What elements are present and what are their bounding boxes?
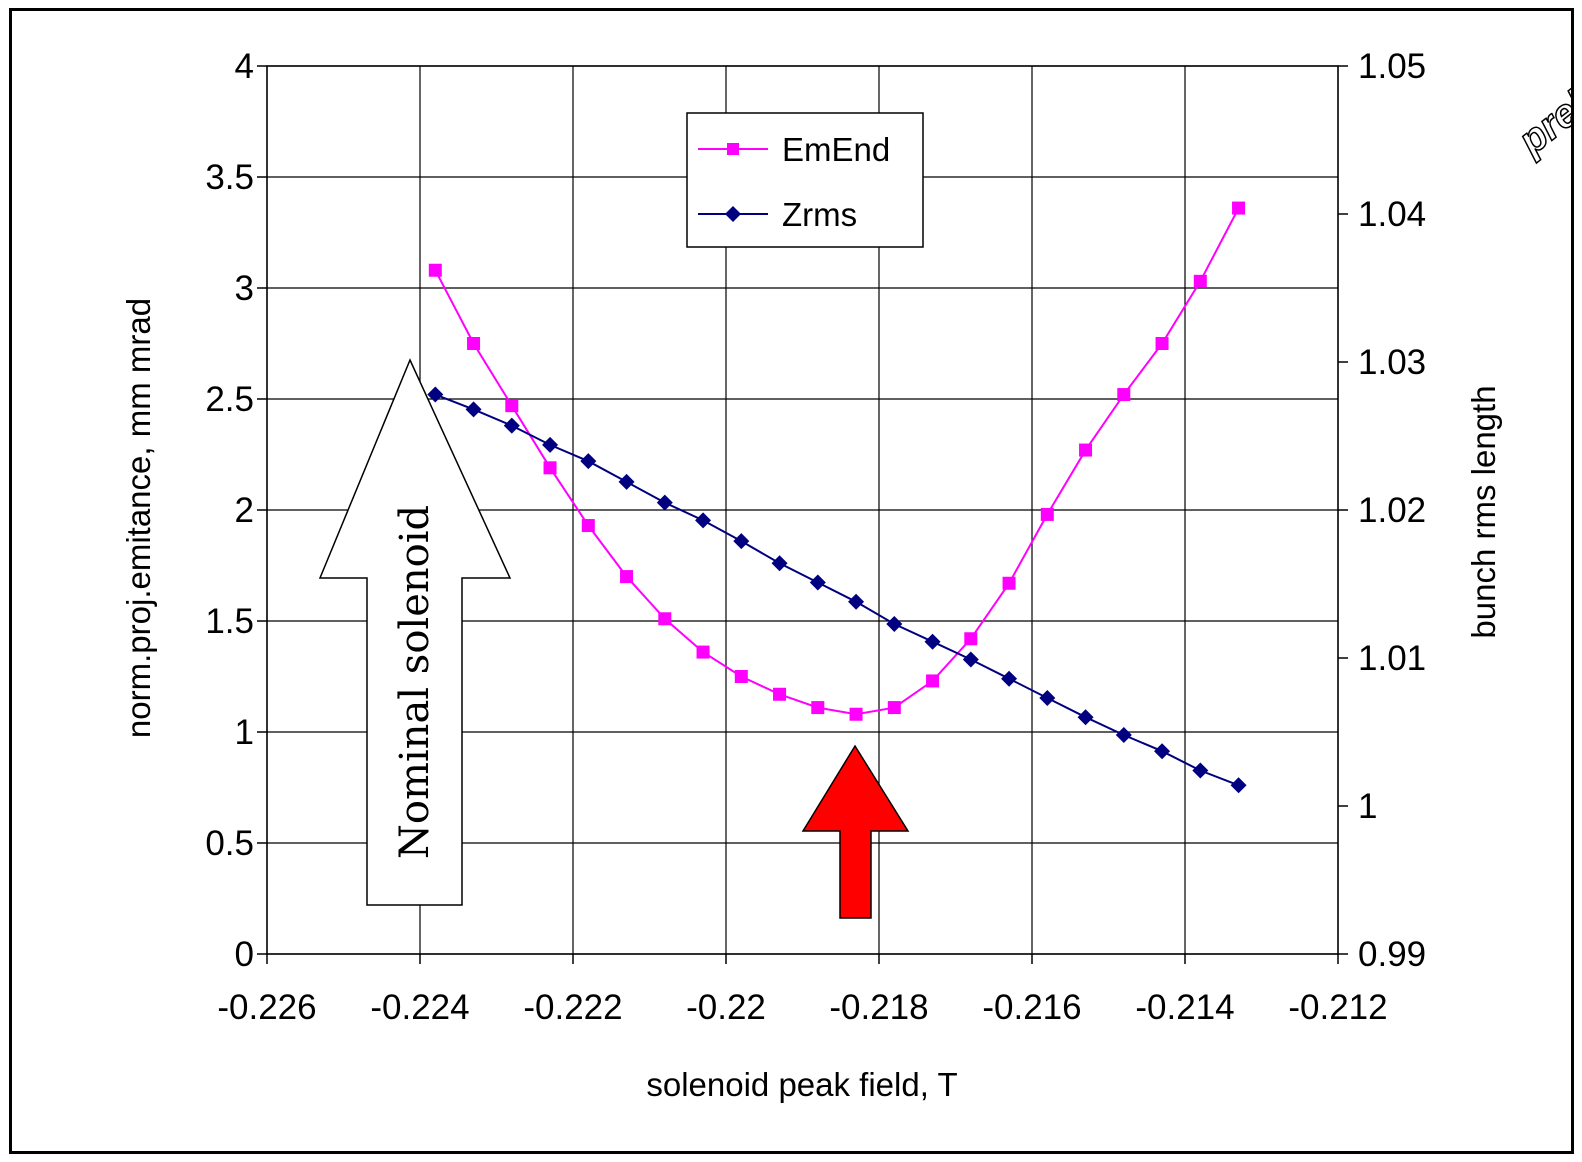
data-point-emend	[1079, 443, 1093, 457]
legend-box	[686, 112, 924, 248]
y-axis-title: norm.proj.emitance, mm mrad	[120, 298, 157, 738]
y-tick-label: 0.5	[205, 824, 254, 863]
data-point-emend	[1193, 274, 1207, 288]
series-line-zrms	[434, 393, 1239, 787]
data-point-emend	[964, 632, 978, 646]
y-tick-label: 1	[235, 713, 254, 752]
data-point-emend	[543, 461, 557, 475]
y-tick-label: 3	[235, 269, 254, 308]
x-tick-label: -0.222	[523, 988, 622, 1027]
x-axis-title: solenoid peak field, T	[646, 1066, 957, 1103]
data-point-zrms	[542, 436, 559, 453]
y2-tick-label: 1.04	[1358, 195, 1426, 234]
data-point-zrms	[427, 386, 444, 403]
y-tick-label: 2.5	[205, 380, 254, 419]
y2-tick-label: 1.01	[1358, 639, 1426, 678]
data-point-zrms	[618, 473, 635, 490]
y2-tick-label: 0.99	[1358, 935, 1426, 974]
series-layer	[427, 201, 1247, 794]
optimum-red-arrow	[801, 744, 910, 919]
data-point-zrms	[1077, 709, 1094, 726]
data-point-zrms	[1230, 777, 1247, 794]
data-point-emend	[1232, 201, 1246, 215]
data-point-emend	[926, 674, 940, 688]
legend-emend-label: EmEnd	[782, 131, 890, 168]
preliminary-stamp: preli	[1509, 75, 1582, 164]
x-tick-label: -0.224	[370, 988, 469, 1027]
y2-tick-label: 1.03	[1358, 343, 1426, 382]
legend-entry-zrms: Zrms	[698, 196, 857, 233]
x-tick-label: -0.22	[686, 988, 766, 1027]
legend-entry-emend: EmEnd	[698, 131, 890, 168]
series-zrms	[427, 386, 1247, 794]
x-tick-label: -0.226	[217, 988, 316, 1027]
y-tick-label: 2	[235, 491, 254, 530]
data-point-zrms	[886, 615, 903, 632]
data-point-zrms	[1115, 726, 1132, 743]
data-point-emend	[1155, 337, 1169, 350]
data-point-zrms	[771, 555, 788, 572]
y-tick-label: 1.5	[205, 602, 254, 641]
x-tick-label: -0.216	[982, 988, 1081, 1027]
data-point-zrms	[1001, 670, 1018, 687]
data-point-emend	[1040, 507, 1054, 521]
data-point-zrms	[695, 512, 712, 529]
legend-emend-marker	[727, 143, 739, 155]
data-point-emend	[581, 519, 595, 533]
y2-axis-tick-labels: 0.99 1 1.01 1.02 1.03 1.04 1.05	[1358, 47, 1426, 974]
x-tick-label: -0.214	[1135, 988, 1234, 1027]
series-emend	[428, 201, 1246, 721]
preliminary-stamp-text: preli	[1510, 76, 1582, 164]
y2-tick-label: 1	[1358, 787, 1377, 826]
data-point-emend	[811, 701, 825, 715]
data-point-zrms	[809, 574, 826, 591]
data-point-emend	[1002, 576, 1016, 590]
y-tick-label: 3.5	[205, 158, 254, 197]
data-point-emend	[467, 337, 481, 350]
data-point-zrms	[656, 494, 673, 511]
x-tick-label: -0.218	[829, 988, 928, 1027]
data-point-zrms	[1154, 743, 1171, 760]
y-tick-label: 0	[235, 935, 254, 974]
data-point-emend	[887, 701, 901, 715]
data-point-emend	[658, 612, 672, 626]
legend-zrms-marker	[725, 206, 741, 222]
data-point-zrms	[924, 633, 941, 650]
y2-axis-title: bunch rms length	[1465, 385, 1502, 638]
data-point-zrms	[465, 401, 482, 418]
data-point-zrms	[1039, 689, 1056, 706]
y2-tick-label: 1.05	[1358, 47, 1426, 86]
y-axis-tick-labels: 0 0.5 1 1.5 2 2.5 3 3.5 4	[205, 47, 254, 974]
nominal-solenoid-arrow: Nominal solenoid	[318, 358, 512, 906]
data-point-zrms	[503, 417, 520, 434]
data-point-emend	[849, 707, 863, 721]
data-point-emend	[505, 399, 519, 413]
data-point-emend	[773, 687, 787, 701]
data-point-zrms	[962, 651, 979, 668]
data-point-emend	[428, 263, 442, 277]
nominal-arrow-shape	[318, 358, 512, 906]
axis-ticks	[257, 65, 1348, 964]
series-line-emend	[434, 207, 1240, 716]
data-point-emend	[696, 645, 710, 659]
x-axis-tick-labels: -0.226 -0.224 -0.222 -0.22 -0.218 -0.216 -0.21…	[217, 988, 1387, 1027]
nominal-solenoid-label: Nominal solenoid	[392, 505, 438, 859]
data-point-zrms	[733, 533, 750, 550]
y2-tick-label: 1.02	[1358, 491, 1426, 530]
data-point-emend	[1117, 388, 1131, 402]
data-point-emend	[734, 670, 748, 683]
data-point-zrms	[580, 453, 597, 470]
y-tick-label: 4	[235, 47, 254, 86]
data-point-zrms	[1192, 762, 1209, 779]
data-point-zrms	[848, 593, 865, 610]
legend: EmEnd Zrms	[686, 112, 924, 248]
legend-zrms-label: Zrms	[782, 196, 857, 233]
x-tick-label: -0.212	[1288, 988, 1387, 1027]
data-point-emend	[620, 570, 634, 584]
